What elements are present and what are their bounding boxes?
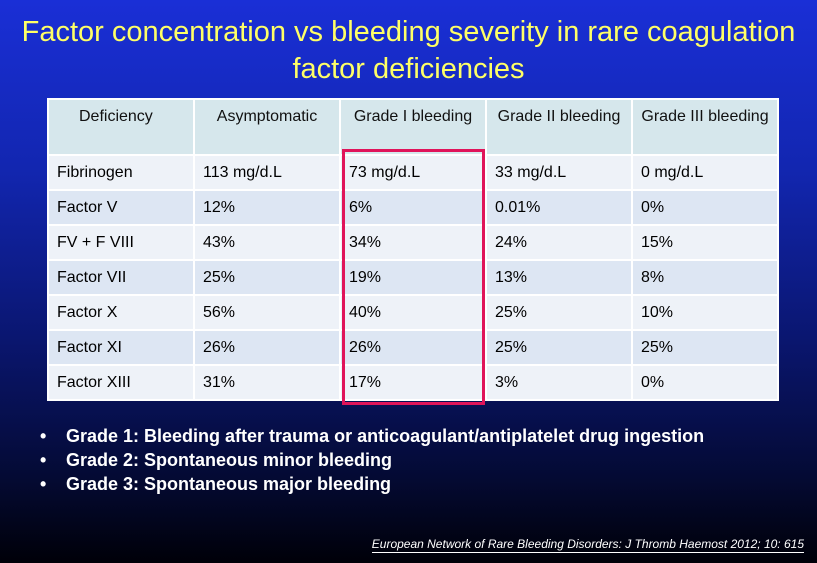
- table-cell: 40%: [339, 294, 487, 331]
- table-cell: 33 mg/d.L: [485, 154, 633, 191]
- list-item: • Grade 2: Spontaneous minor bleeding: [26, 448, 704, 472]
- table-header-row: Deficiency Asymptomatic Grade I bleeding…: [47, 98, 779, 156]
- table-cell: 25%: [485, 294, 633, 331]
- header-grade-1: Grade I bleeding: [339, 98, 487, 156]
- table-cell: 13%: [485, 259, 633, 296]
- table-row: Factor XI 26% 26% 25% 25%: [47, 329, 779, 366]
- table-cell: 3%: [485, 364, 633, 401]
- table-cell: 25%: [193, 259, 341, 296]
- table-cell: 6%: [339, 189, 487, 226]
- bullet-icon: •: [40, 450, 47, 470]
- list-item: • Grade 1: Bleeding after trauma or antic…: [26, 424, 704, 448]
- table-cell: 15%: [631, 224, 779, 261]
- table-cell: 17%: [339, 364, 487, 401]
- table-cell: Fibrinogen: [47, 154, 195, 191]
- deficiency-table: Deficiency Asymptomatic Grade I bleeding…: [47, 98, 779, 401]
- table-cell: 73 mg/d.L: [339, 154, 487, 191]
- bullet-icon: •: [40, 474, 47, 494]
- table-cell: 113 mg/d.L: [193, 154, 341, 191]
- table-row: Factor VII 25% 19% 13% 8%: [47, 259, 779, 296]
- bullet-icon: •: [40, 426, 47, 446]
- table-cell: 56%: [193, 294, 341, 331]
- table-cell: Factor XIII: [47, 364, 195, 401]
- table-cell: 0 mg/d.L: [631, 154, 779, 191]
- table-cell: 0%: [631, 364, 779, 401]
- header-grade-3: Grade III bleeding: [631, 98, 779, 156]
- header-deficiency: Deficiency: [47, 98, 195, 156]
- table-row: FV + F VIII 43% 34% 24% 15%: [47, 224, 779, 261]
- list-item: • Grade 3: Spontaneous major bleeding: [26, 472, 704, 496]
- table-row: Factor XIII 31% 17% 3% 0%: [47, 364, 779, 401]
- citation-text: European Network of Rare Bleeding Disord…: [371, 537, 804, 553]
- table-cell: 10%: [631, 294, 779, 331]
- header-grade-2: Grade II bleeding: [485, 98, 633, 156]
- table-cell: 26%: [193, 329, 341, 366]
- table-cell: FV + F VIII: [47, 224, 195, 261]
- table-row: Fibrinogen 113 mg/d.L 73 mg/d.L 33 mg/d.…: [47, 154, 779, 191]
- table-cell: 34%: [339, 224, 487, 261]
- table-cell: 31%: [193, 364, 341, 401]
- table-cell: 12%: [193, 189, 341, 226]
- table-cell: 25%: [485, 329, 633, 366]
- table-cell: Factor XI: [47, 329, 195, 366]
- header-asymptomatic: Asymptomatic: [193, 98, 341, 156]
- table-cell: 24%: [485, 224, 633, 261]
- grade-definitions-list: • Grade 1: Bleeding after trauma or antic…: [26, 424, 704, 496]
- table-cell: 19%: [339, 259, 487, 296]
- table-row: Factor V 12% 6% 0.01% 0%: [47, 189, 779, 226]
- slide-title: Factor concentration vs bleeding severit…: [21, 16, 796, 85]
- table-cell: 25%: [631, 329, 779, 366]
- table-row: Factor X 56% 40% 25% 10%: [47, 294, 779, 331]
- table-cell: 8%: [631, 259, 779, 296]
- table-cell: Factor VII: [47, 259, 195, 296]
- table-cell: 43%: [193, 224, 341, 261]
- note-text: Grade 2: Spontaneous minor bleeding: [66, 450, 393, 470]
- table-cell: Factor X: [47, 294, 195, 331]
- table-cell: 0%: [631, 189, 779, 226]
- note-text: Grade 3: Spontaneous major bleeding: [66, 474, 392, 494]
- table-cell: 0.01%: [485, 189, 633, 226]
- note-text: Grade 1: Bleeding after trauma or antico…: [66, 426, 705, 446]
- table-cell: Factor V: [47, 189, 195, 226]
- table-cell: 26%: [339, 329, 487, 366]
